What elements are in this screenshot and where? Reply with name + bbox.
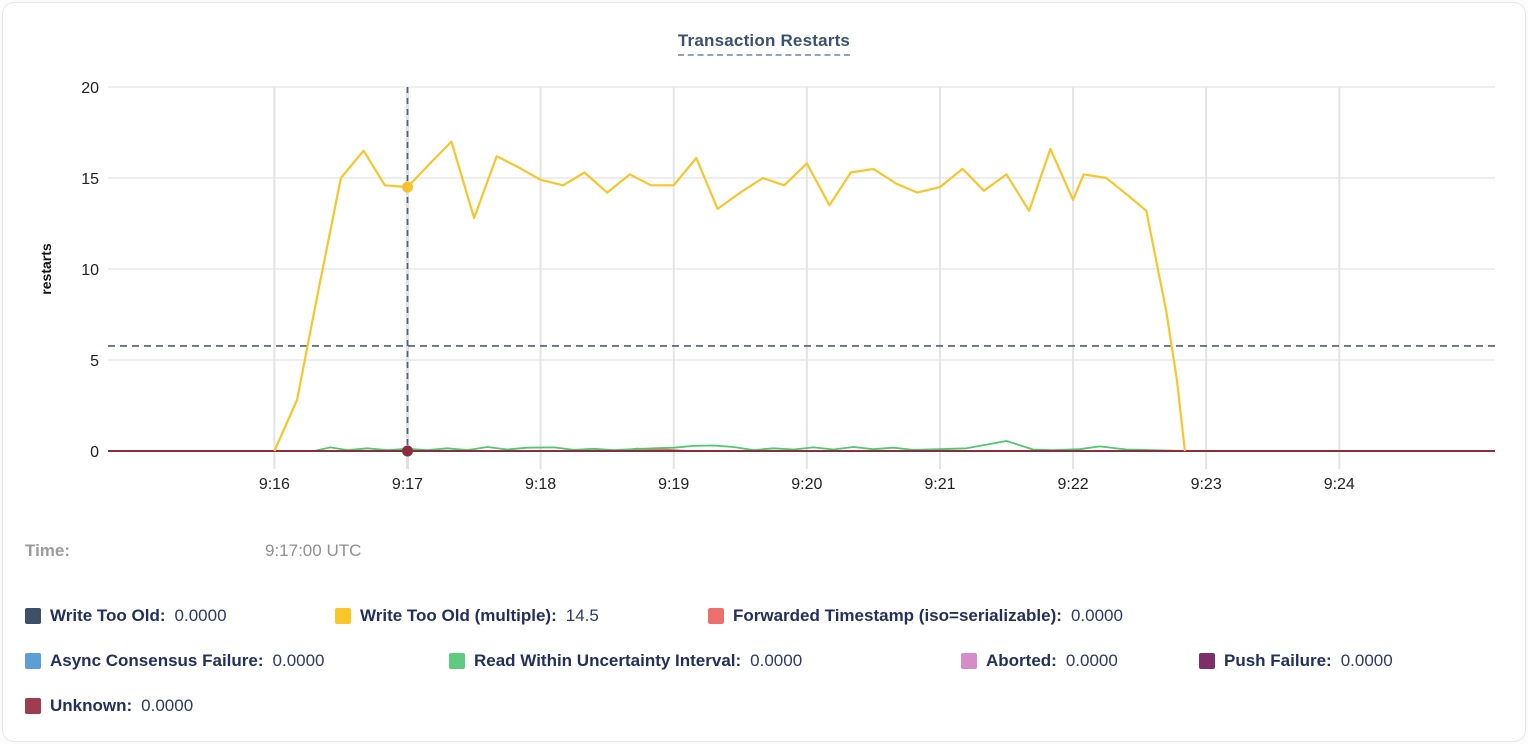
x-tick-label: 9:16 xyxy=(259,476,290,493)
legend-label: Read Within Uncertainty Interval: xyxy=(474,650,742,670)
legend-label: Write Too Old: xyxy=(50,605,166,625)
legend-row: Unknown: 0.0000 xyxy=(25,683,1515,728)
chart-plot[interactable]: 0 5 10 15 20 9:16 9:17 9:18 9:19 9:20 9:21 9:22 9:23… xyxy=(3,73,1526,505)
hover-time-row: Time: 9:17:00 UTC xyxy=(25,541,361,561)
legend-label: Async Consensus Failure: xyxy=(50,650,264,670)
chart-title[interactable]: Transaction Restarts xyxy=(677,31,851,56)
x-tick-label: 9:22 xyxy=(1057,476,1088,493)
hover-dot-write-too-old-multiple- xyxy=(401,181,413,193)
legend-item: Async Consensus Failure: 0.0000 xyxy=(25,651,449,671)
legend-label: Unknown: xyxy=(50,695,133,715)
legend-item: Write Too Old (multiple): 14.5 xyxy=(335,606,708,626)
legend-item: Aborted: 0.0000 xyxy=(961,651,1199,671)
y-tick-label: 20 xyxy=(81,80,99,97)
legend-row: Async Consensus Failure: 0.0000 Read Withi… xyxy=(25,638,1515,683)
y-tick-label: 15 xyxy=(81,171,99,188)
chart-legend: Write Too Old: 0.0000 Write Too Old (multi… xyxy=(25,593,1515,728)
legend-value: 0.0000 xyxy=(272,650,325,670)
x-tick-label: 9:23 xyxy=(1191,476,1222,493)
x-tick-label: 9:17 xyxy=(392,476,423,493)
x-tick-label: 9:19 xyxy=(658,476,689,493)
x-tick-label: 9:20 xyxy=(791,476,822,493)
legend-value: 0.0000 xyxy=(1340,650,1393,670)
y-tick-label: 10 xyxy=(81,262,99,279)
legend-value: 14.5 xyxy=(565,605,599,625)
series-line-write-too-old-multiple- xyxy=(273,140,1186,452)
legend-label: Forwarded Timestamp (iso=serializable): xyxy=(733,605,1062,625)
y-tick-label: 0 xyxy=(90,444,99,461)
series-line-read-within-uncertainty-interval xyxy=(108,440,1495,452)
legend-swatch xyxy=(335,607,351,624)
y-tick-label: 5 xyxy=(90,353,99,370)
legend-swatch xyxy=(1199,652,1215,669)
legend-value: 0.0000 xyxy=(1065,650,1118,670)
y-axis-label: restarts xyxy=(38,243,54,295)
legend-label: Write Too Old (multiple): xyxy=(360,605,557,625)
time-label: Time: xyxy=(25,541,71,560)
legend-value: 0.0000 xyxy=(174,605,227,625)
legend-label: Push Failure: xyxy=(1224,650,1332,670)
legend-swatch xyxy=(25,607,41,624)
legend-value: 0.0000 xyxy=(141,695,194,715)
legend-item: Forwarded Timestamp (iso=serializable): 0… xyxy=(708,606,1123,626)
legend-swatch xyxy=(449,652,465,669)
legend-value: 0.0000 xyxy=(750,650,803,670)
legend-swatch xyxy=(25,652,41,669)
x-tick-label: 9:21 xyxy=(924,476,955,493)
legend-swatch xyxy=(708,607,724,624)
legend-item: Unknown: 0.0000 xyxy=(25,696,193,716)
legend-swatch xyxy=(961,652,977,669)
x-tick-label: 9:18 xyxy=(525,476,556,493)
legend-swatch xyxy=(25,697,41,714)
chart-title-row: Transaction Restarts xyxy=(3,31,1525,56)
legend-label: Aborted: xyxy=(986,650,1057,670)
legend-value: 0.0000 xyxy=(1070,605,1123,625)
time-value: 9:17:00 UTC xyxy=(265,541,362,560)
legend-item: Write Too Old: 0.0000 xyxy=(25,606,335,626)
legend-item: Read Within Uncertainty Interval: 0.0000 xyxy=(449,651,961,671)
legend-item: Push Failure: 0.0000 xyxy=(1199,651,1393,671)
x-tick-label: 9:24 xyxy=(1324,476,1355,493)
hover-dot-unknown xyxy=(401,445,413,457)
legend-row: Write Too Old: 0.0000 Write Too Old (multi… xyxy=(25,593,1515,638)
